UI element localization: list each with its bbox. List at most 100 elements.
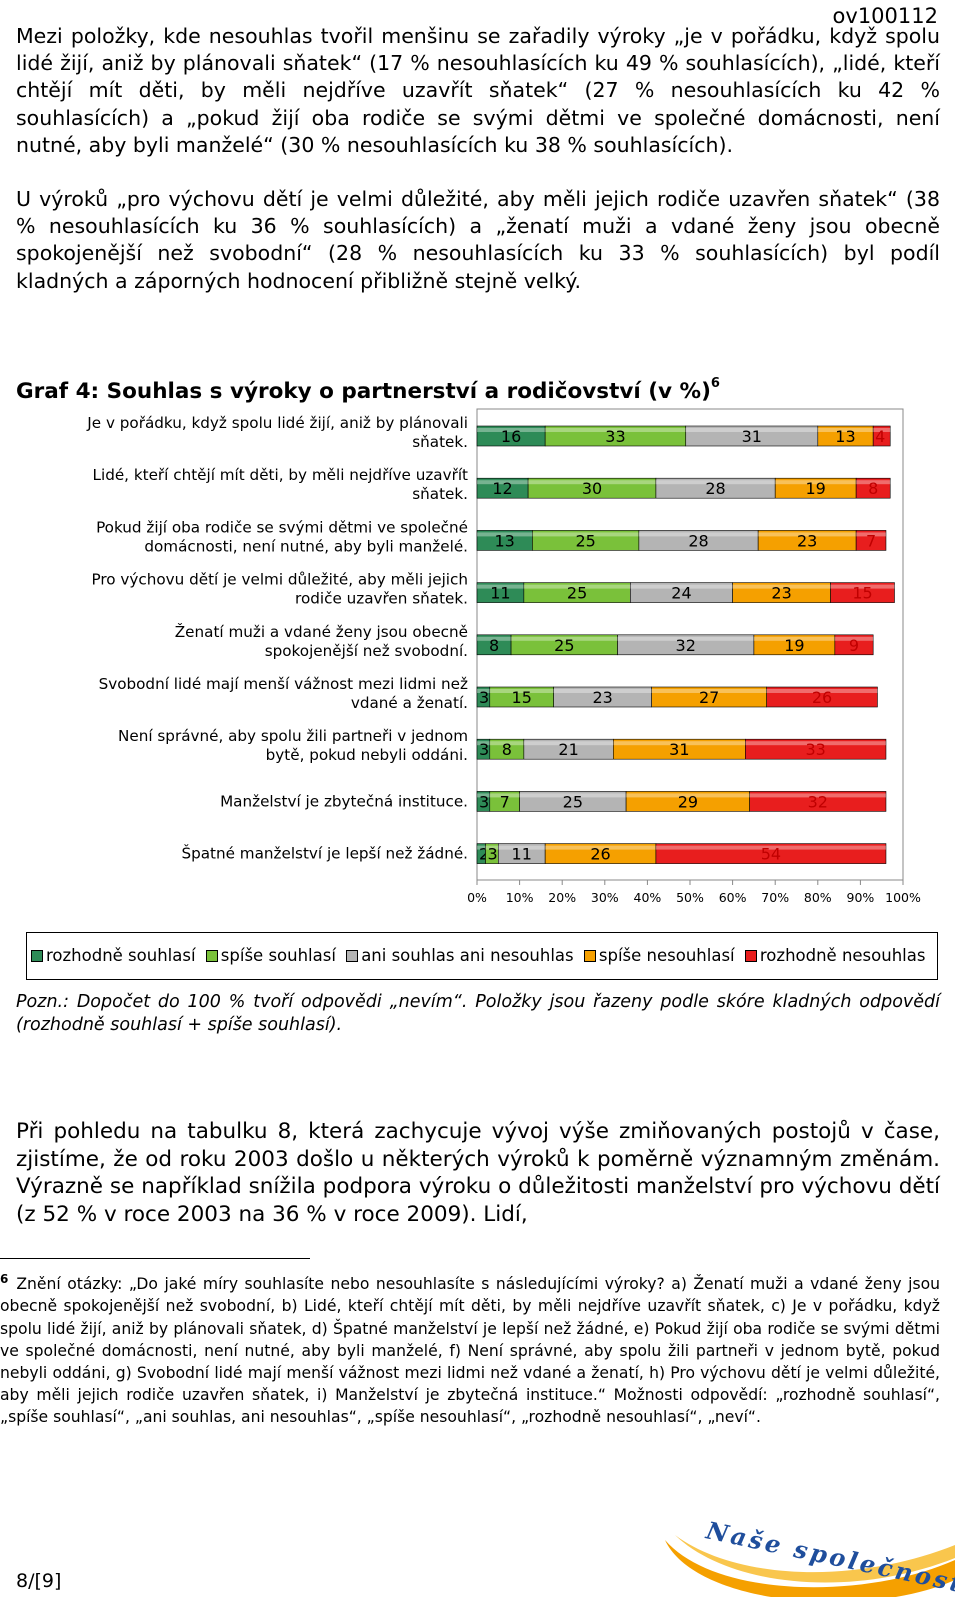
data-label: 26 xyxy=(590,845,610,864)
data-label: 32 xyxy=(676,636,696,655)
x-tick-label: 50% xyxy=(676,890,704,905)
paragraph-balanced-items: U výroků „pro výchovu dětí je velmi důle… xyxy=(16,187,940,293)
data-label: 28 xyxy=(688,531,708,550)
stacked-bar-chart: Je v pořádku, když spolu lidé žijí, aniž… xyxy=(86,408,921,905)
data-label: 3 xyxy=(479,688,489,707)
legend-swatch xyxy=(744,950,757,962)
footnote: 6 Znění otázky: „Do jaké míry souhlasíte … xyxy=(0,1268,940,1429)
category-label: Lidé, kteří chtějí mít děti, by měli nej… xyxy=(93,466,469,503)
bar-highlight xyxy=(477,689,490,693)
bar-highlight xyxy=(753,636,835,641)
data-label: 3 xyxy=(488,845,498,864)
bar-highlight xyxy=(613,741,746,746)
logo-swoosh xyxy=(665,1540,955,1597)
bar-highlight xyxy=(477,532,533,537)
bar-highlight xyxy=(617,636,754,641)
page-number: 8/[9] xyxy=(16,1570,62,1592)
bar-highlight xyxy=(528,480,656,485)
data-label: 23 xyxy=(797,531,817,550)
data-label: 25 xyxy=(554,636,574,655)
bar-highlight xyxy=(745,741,886,746)
bar-highlight xyxy=(758,532,857,537)
x-tick-label: 0% xyxy=(467,890,487,905)
legend-swatch xyxy=(583,950,596,962)
bar-segment xyxy=(834,634,874,656)
bar-segment xyxy=(855,477,891,499)
legend-label: rozhodně nesouhlas xyxy=(759,946,926,965)
footnote-divider xyxy=(0,1258,310,1259)
bar-highlight xyxy=(511,636,618,641)
data-label: 33 xyxy=(805,740,825,759)
bar-highlight xyxy=(485,845,499,850)
category-label: Není správné, aby spolu žili partneři v … xyxy=(118,727,468,764)
data-label: 8 xyxy=(502,740,512,759)
bar-highlight xyxy=(655,480,776,485)
data-label: 26 xyxy=(812,688,832,707)
data-label: 19 xyxy=(784,636,804,655)
legend-swatch xyxy=(31,950,43,962)
category-label: Špatné manželství je lepší než žádné. xyxy=(181,844,468,863)
data-label: 8 xyxy=(489,636,499,655)
bar-highlight xyxy=(638,532,759,537)
legend-label: ani souhlas ani nesouhlas xyxy=(361,946,574,965)
category-label: Pro výchovu dětí je velmi důležité, aby … xyxy=(92,571,469,608)
category-label: Je v pořádku, když spolu lidé žijí, aniž… xyxy=(86,414,468,451)
category-label: Svobodní lidé mají menší vážnost mezi li… xyxy=(99,675,468,712)
legend-item: rozhodně souhlasí xyxy=(31,933,196,979)
bar-highlight xyxy=(489,793,520,798)
x-tick-label: 10% xyxy=(506,890,534,905)
category-label: Manželství je zbytečná instituce. xyxy=(220,792,468,810)
legend-label: rozhodně souhlasí xyxy=(46,946,196,965)
bar-highlight xyxy=(655,845,886,850)
bar-segment xyxy=(855,530,887,551)
data-label: 54 xyxy=(761,845,781,864)
bar-highlight xyxy=(477,741,490,746)
bar-segment xyxy=(830,582,895,603)
document-id: ov100112 xyxy=(832,4,938,28)
data-label: 32 xyxy=(808,792,828,811)
data-label: 25 xyxy=(575,531,595,550)
bar-highlight xyxy=(817,428,874,432)
nase-spolecnost-logo: Naše společnost xyxy=(665,1515,955,1597)
data-label: 28 xyxy=(705,479,725,498)
footnote-ref[interactable]: 6 xyxy=(710,376,720,391)
chart-title: Graf 4: Souhlas s výroky o partnerství a… xyxy=(16,376,720,404)
bar-highlight xyxy=(630,584,733,589)
chart-title-text: Graf 4: Souhlas s výroky o partnerství a… xyxy=(16,379,711,404)
data-label: 12 xyxy=(492,479,512,498)
legend-item: ani souhlas ani nesouhlas xyxy=(346,933,574,979)
data-label: 23 xyxy=(771,584,791,603)
data-label: 29 xyxy=(678,792,698,811)
bar-segment xyxy=(766,686,878,708)
category-label: Pokud žijí oba rodiče se svými dětmi ve … xyxy=(96,518,468,555)
data-label: 19 xyxy=(805,479,825,498)
legend-swatch xyxy=(346,950,359,962)
bar-highlight xyxy=(545,428,686,432)
data-label: 11 xyxy=(512,845,532,864)
x-tick-label: 40% xyxy=(634,890,662,905)
paragraph-table-intro: Při pohledu na tabulku 8, která zachycuj… xyxy=(16,1119,940,1227)
footnote-text: Znění otázky: „Do jaké míry souhlasíte n… xyxy=(0,1275,940,1427)
bar-highlight xyxy=(523,584,631,589)
data-label: 11 xyxy=(490,584,510,603)
bar-highlight xyxy=(477,636,512,641)
data-label: 30 xyxy=(582,479,602,498)
x-tick-label: 100% xyxy=(885,890,921,905)
legend-label: spíše souhlasí xyxy=(220,946,336,965)
bar-highlight xyxy=(477,480,529,485)
data-label: 13 xyxy=(835,427,855,446)
data-label: 7 xyxy=(500,792,510,811)
bar-segment xyxy=(745,738,887,760)
logo-swoosh-light xyxy=(675,1535,955,1583)
data-label: 31 xyxy=(669,740,689,759)
bar-highlight xyxy=(834,636,874,641)
bar-highlight xyxy=(651,689,767,693)
bar-highlight xyxy=(545,845,656,850)
data-label: 25 xyxy=(563,792,583,811)
bar-highlight xyxy=(873,428,891,432)
legend-item: spíše souhlasí xyxy=(205,933,336,979)
bar-highlight xyxy=(477,793,490,798)
bar-highlight xyxy=(477,584,524,589)
x-tick-label: 60% xyxy=(719,890,747,905)
bar-highlight xyxy=(732,584,831,589)
